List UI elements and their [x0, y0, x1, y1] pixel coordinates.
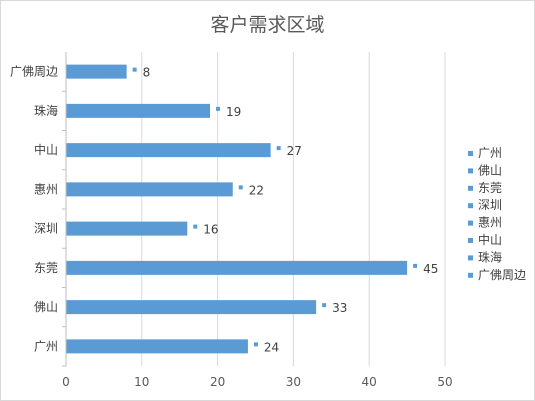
bar [66, 143, 271, 158]
x-tick-label: 10 [134, 375, 149, 389]
legend-swatch [468, 220, 473, 226]
data-label-key [238, 185, 243, 190]
data-label-key [322, 303, 327, 308]
bar [66, 221, 188, 236]
y-tick-label: 惠州 [34, 182, 58, 196]
legend-label: 广佛周边 [478, 268, 526, 282]
x-tick-label: 40 [362, 375, 377, 389]
bar [66, 64, 127, 79]
axes: 0 10 20 30 40 50 广州 佛山 东莞 深圳 惠州 中山 珠海 广佛周边 [10, 52, 453, 389]
data-label: 33 [332, 301, 347, 315]
data-label: 24 [264, 340, 279, 354]
y-tick-label: 珠海 [34, 103, 58, 118]
legend-swatch [468, 151, 473, 156]
data-label-key [276, 146, 281, 151]
legend-swatch [468, 203, 473, 209]
chart-title: 客户需求区域 [210, 14, 325, 36]
bar [66, 182, 233, 197]
bar [66, 260, 408, 275]
legend-swatch [468, 272, 473, 278]
data-label: 22 [249, 183, 264, 197]
y-tick-label: 深圳 [34, 222, 58, 236]
data-label-key [413, 263, 418, 268]
legend-label: 广州 [478, 146, 502, 160]
legend-label: 东莞 [478, 181, 502, 195]
bar [66, 339, 248, 354]
y-tick-label: 佛山 [34, 300, 58, 314]
legend-swatch [468, 168, 473, 174]
gridlines [141, 52, 446, 366]
y-tick-label: 广佛周边 [10, 65, 58, 79]
legend-swatch [468, 185, 473, 191]
data-label-key [253, 342, 258, 347]
data-label-key [193, 224, 198, 229]
y-tick-label: 中山 [34, 142, 58, 157]
data-label: 16 [203, 223, 218, 237]
x-tick-label: 20 [210, 375, 225, 389]
y-tick-label: 东莞 [34, 261, 58, 275]
x-tick-label: 30 [286, 375, 301, 389]
data-label: 27 [287, 144, 302, 158]
data-label-key [216, 106, 221, 111]
legend-label: 惠州 [478, 216, 502, 230]
legend-label: 深圳 [478, 198, 502, 212]
legend-label: 佛山 [478, 163, 502, 177]
x-tick-label: 0 [62, 375, 70, 389]
y-tick-label: 广州 [34, 339, 58, 353]
bar [66, 103, 211, 118]
legend-label: 珠海 [478, 249, 502, 264]
data-label: 19 [226, 105, 241, 119]
data-label: 8 [143, 66, 151, 80]
legend-swatch [468, 238, 473, 243]
x-tick-label: 50 [437, 375, 452, 389]
legend-label: 中山 [478, 232, 502, 247]
data-label: 45 [423, 262, 438, 276]
data-label-key [132, 67, 137, 72]
legend-swatch [468, 255, 473, 261]
bars: 24 33 45 16 22 27 19 8 [66, 64, 438, 354]
bar [66, 300, 317, 315]
